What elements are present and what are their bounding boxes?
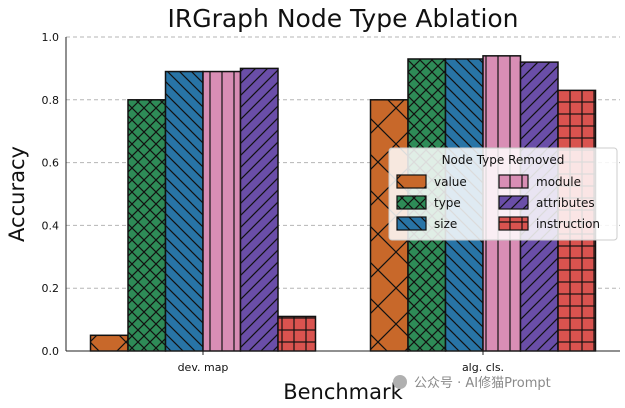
x-tick-label: dev. map (178, 361, 229, 374)
legend-title: Node Type Removed (442, 153, 565, 167)
legend-label-module: module (536, 175, 581, 189)
bar-instruction-0 (277, 315, 317, 352)
y-tick-label: 0.4 (42, 219, 60, 232)
bar-module-0 (202, 70, 242, 352)
chart-title: IRGraph Node Type Ablation (167, 4, 518, 33)
y-ticks: 0.0 0.2 0.4 0.6 0.8 1.0 (42, 31, 60, 358)
x-tick-label: alg. cls. (462, 361, 504, 374)
legend-swatch-module (498, 174, 529, 189)
x-ticks: dev. map alg. cls. (178, 351, 504, 374)
legend-label-instruction: instruction (536, 217, 600, 231)
legend-swatch-size (396, 216, 427, 231)
legend-label-size: size (434, 217, 457, 231)
legend-label-attributes: attributes (536, 196, 595, 210)
legend-label-value: value (434, 175, 467, 189)
legend-swatch-attributes (498, 195, 529, 210)
y-tick-label: 0.6 (42, 157, 60, 170)
legend: Node Type Removed value type size module attr… (388, 147, 618, 241)
y-tick-label: 1.0 (42, 31, 60, 44)
legend-label-type: type (434, 196, 461, 210)
x-axis-label: Benchmark (283, 380, 403, 404)
y-tick-label: 0.8 (42, 94, 60, 107)
legend-swatch-value (396, 174, 427, 189)
y-tick-label: 0.0 (42, 345, 60, 358)
bar-type-0 (127, 99, 167, 352)
y-tick-label: 0.2 (42, 282, 60, 295)
axes (65, 37, 620, 352)
bar-value-0 (89, 334, 129, 352)
watermark-text: 公众号 · AI修猫Prompt (414, 376, 551, 391)
bar-size-0 (164, 70, 204, 352)
legend-swatch-instruction (498, 216, 529, 231)
bar-attributes-0 (239, 67, 279, 352)
wechat-icon (393, 375, 407, 389)
legend-swatch-type (396, 195, 427, 210)
legend-box (388, 147, 618, 241)
watermark: 公众号 · AI修猫Prompt (393, 375, 551, 391)
y-axis-label: Accuracy (5, 146, 29, 242)
